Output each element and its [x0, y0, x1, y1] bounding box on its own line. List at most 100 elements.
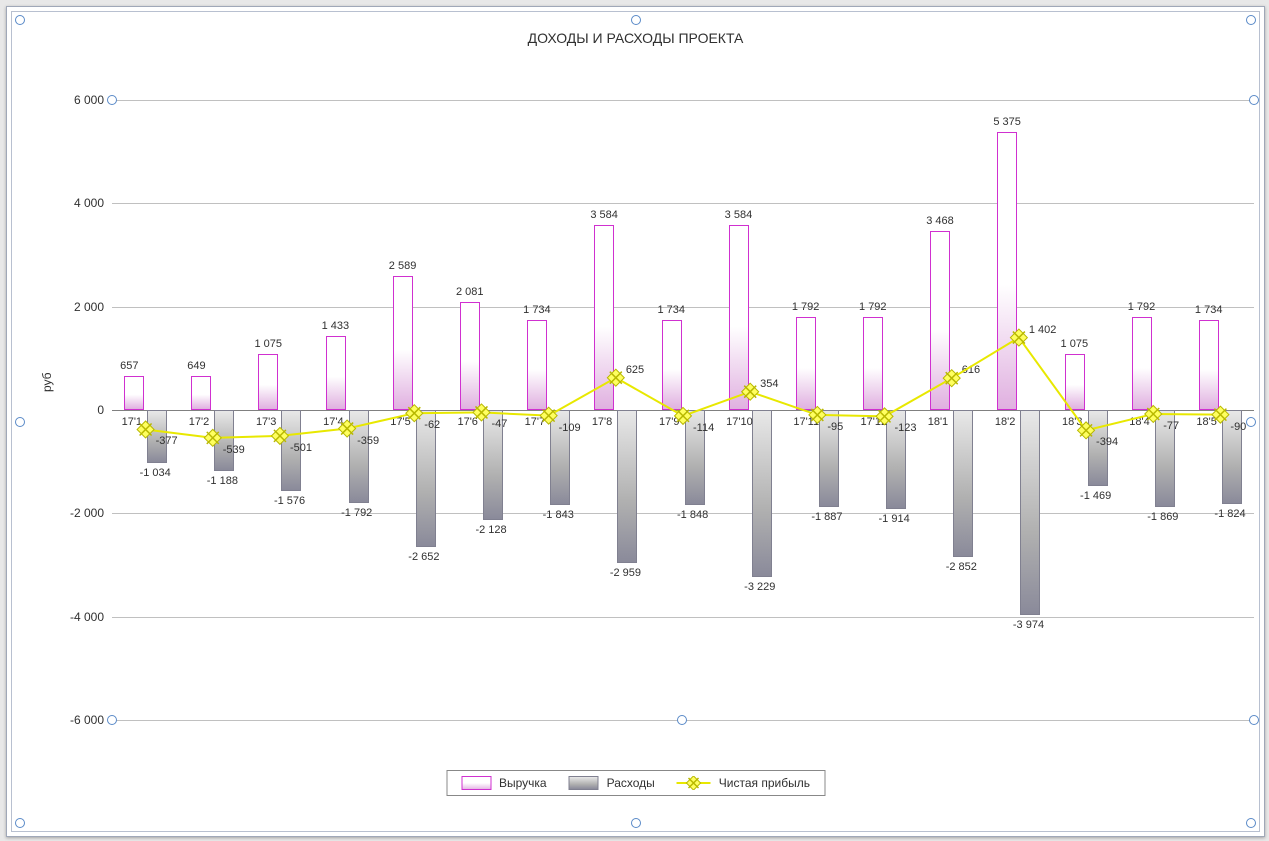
data-label-profit: 616 [962, 364, 980, 376]
bar-revenue[interactable] [393, 276, 413, 410]
data-label-expense: -1 914 [879, 513, 910, 525]
category-label: 18'2 [995, 416, 1015, 428]
legend: Выручка Расходы Чистая прибыль [446, 770, 825, 796]
bar-revenue[interactable] [1132, 317, 1152, 410]
bar-revenue[interactable] [527, 320, 547, 410]
y-tick-label: -6 000 [44, 713, 104, 727]
selection-handle-icon[interactable] [107, 95, 117, 105]
bar-revenue[interactable] [594, 225, 614, 410]
data-label-revenue: 1 792 [1128, 301, 1156, 313]
legend-swatch-expenses [569, 776, 599, 790]
data-label-revenue: 5 375 [993, 116, 1021, 128]
data-label-expense: -1 188 [207, 475, 238, 487]
bar-revenue[interactable] [662, 320, 682, 410]
category-label: 17'9 [659, 416, 679, 428]
data-label-profit: -501 [290, 442, 312, 454]
bar-expense[interactable] [752, 410, 772, 577]
selection-handle-icon[interactable] [631, 818, 641, 828]
bar-revenue[interactable] [258, 354, 278, 410]
legend-swatch-revenue [461, 776, 491, 790]
bar-expense[interactable] [214, 410, 234, 471]
legend-item-profit: Чистая прибыль [677, 776, 810, 790]
y-tick-label: 0 [44, 403, 104, 417]
category-label: 17'12 [861, 416, 888, 428]
bar-revenue[interactable] [729, 225, 749, 410]
selection-handle-icon[interactable] [1249, 715, 1259, 725]
data-label-expense: -2 959 [610, 567, 641, 579]
data-label-expense: -1 034 [140, 467, 171, 479]
legend-item-expenses: Расходы [569, 776, 655, 790]
category-label: 17'11 [793, 416, 819, 428]
selection-handle-icon[interactable] [107, 715, 117, 725]
gridline [112, 203, 1254, 204]
bar-revenue[interactable] [863, 317, 883, 410]
data-label-expense: -1 469 [1080, 490, 1111, 502]
data-label-expense: -1 843 [543, 509, 574, 521]
selection-handle-icon[interactable] [15, 15, 25, 25]
selection-handle-icon[interactable] [1246, 15, 1256, 25]
data-label-revenue: 1 792 [859, 301, 887, 313]
category-label: 17'3 [256, 416, 276, 428]
bar-expense[interactable] [1020, 410, 1040, 615]
selection-handle-icon[interactable] [1249, 95, 1259, 105]
selection-handle-icon[interactable] [15, 417, 25, 427]
data-label-profit: -394 [1096, 436, 1118, 448]
data-label-expense: -1 792 [341, 507, 372, 519]
y-tick-label: 6 000 [44, 93, 104, 107]
data-label-expense: -2 652 [408, 551, 439, 563]
category-label: 17'5 [390, 416, 410, 428]
data-label-profit: 354 [760, 378, 778, 390]
gridline [112, 100, 1254, 101]
category-label: 18'3 [1062, 416, 1082, 428]
bar-revenue[interactable] [1199, 320, 1219, 410]
bar-revenue[interactable] [997, 132, 1017, 410]
category-label: 18'4 [1129, 416, 1149, 428]
data-label-expense: -2 852 [946, 561, 977, 573]
data-label-profit: -359 [357, 435, 379, 447]
data-label-profit: -123 [895, 422, 917, 434]
selection-handle-icon[interactable] [1246, 417, 1256, 427]
legend-item-revenue: Выручка [461, 776, 547, 790]
y-tick-label: -4 000 [44, 610, 104, 624]
bar-expense[interactable] [349, 410, 369, 503]
plot-area[interactable]: 6 0004 0002 0000-2 000-4 000-6 000657-1 … [112, 100, 1254, 720]
bar-expense[interactable] [617, 410, 637, 563]
data-label-revenue: 2 081 [456, 286, 484, 298]
category-label: 17'10 [726, 416, 753, 428]
data-label-revenue: 1 734 [1195, 304, 1223, 316]
selection-handle-icon[interactable] [15, 818, 25, 828]
bar-revenue[interactable] [460, 302, 480, 410]
chart-frame-inner[interactable]: ДОХОДЫ И РАСХОДЫ ПРОЕКТА руб 6 0004 0002… [11, 11, 1260, 832]
selection-handle-icon[interactable] [677, 715, 687, 725]
data-label-revenue: 3 468 [926, 215, 954, 227]
gridline [112, 617, 1254, 618]
bar-revenue[interactable] [796, 317, 816, 410]
bar-revenue[interactable] [326, 336, 346, 410]
bar-revenue[interactable] [191, 376, 211, 410]
bar-revenue[interactable] [124, 376, 144, 410]
y-tick-label: -2 000 [44, 506, 104, 520]
data-label-profit: 625 [626, 364, 644, 376]
bar-expense[interactable] [953, 410, 973, 557]
category-label: 17'2 [189, 416, 209, 428]
data-label-profit: -539 [223, 444, 245, 456]
chart-title: ДОХОДЫ И РАСХОДЫ ПРОЕКТА [12, 30, 1259, 46]
data-label-revenue: 1 734 [523, 304, 551, 316]
data-label-expense: -3 974 [1013, 619, 1044, 631]
bar-revenue[interactable] [1065, 354, 1085, 410]
data-label-expense: -2 128 [475, 524, 506, 536]
category-label: 18'5 [1196, 416, 1216, 428]
data-label-profit: -90 [1230, 421, 1246, 433]
data-label-revenue: 2 589 [389, 260, 417, 272]
selection-handle-icon[interactable] [631, 15, 641, 25]
data-label-profit: -109 [559, 422, 581, 434]
data-label-profit: -62 [424, 419, 440, 431]
data-label-revenue: 1 734 [658, 304, 686, 316]
category-label: 17'4 [323, 416, 343, 428]
data-label-revenue: 3 584 [590, 209, 618, 221]
data-label-revenue: 1 433 [322, 320, 350, 332]
category-label: 17'7 [525, 416, 545, 428]
selection-handle-icon[interactable] [1246, 818, 1256, 828]
bar-revenue[interactable] [930, 231, 950, 410]
category-label: 18'1 [928, 416, 948, 428]
